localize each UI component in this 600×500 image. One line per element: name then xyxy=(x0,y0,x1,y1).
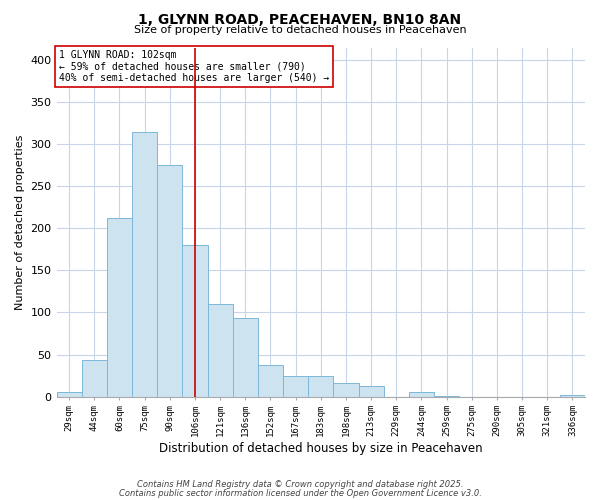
Text: 1, GLYNN ROAD, PEACEHAVEN, BN10 8AN: 1, GLYNN ROAD, PEACEHAVEN, BN10 8AN xyxy=(139,12,461,26)
Text: 1 GLYNN ROAD: 102sqm
← 59% of detached houses are smaller (790)
40% of semi-deta: 1 GLYNN ROAD: 102sqm ← 59% of detached h… xyxy=(59,50,329,84)
Bar xyxy=(308,376,334,396)
Bar xyxy=(258,364,283,396)
Bar xyxy=(208,304,233,396)
Bar xyxy=(132,132,157,396)
Bar xyxy=(233,318,258,396)
Text: Contains public sector information licensed under the Open Government Licence v3: Contains public sector information licen… xyxy=(119,488,481,498)
Bar xyxy=(334,383,359,396)
Bar xyxy=(157,166,182,396)
Bar xyxy=(56,392,82,396)
Y-axis label: Number of detached properties: Number of detached properties xyxy=(15,134,25,310)
Bar xyxy=(283,376,308,396)
Bar xyxy=(82,360,107,397)
Text: Contains HM Land Registry data © Crown copyright and database right 2025.: Contains HM Land Registry data © Crown c… xyxy=(137,480,463,489)
Bar xyxy=(560,395,585,396)
Text: Size of property relative to detached houses in Peacehaven: Size of property relative to detached ho… xyxy=(134,25,466,35)
Bar xyxy=(409,392,434,396)
Bar xyxy=(182,245,208,396)
Bar xyxy=(107,218,132,396)
Bar xyxy=(359,386,383,396)
X-axis label: Distribution of detached houses by size in Peacehaven: Distribution of detached houses by size … xyxy=(159,442,482,455)
